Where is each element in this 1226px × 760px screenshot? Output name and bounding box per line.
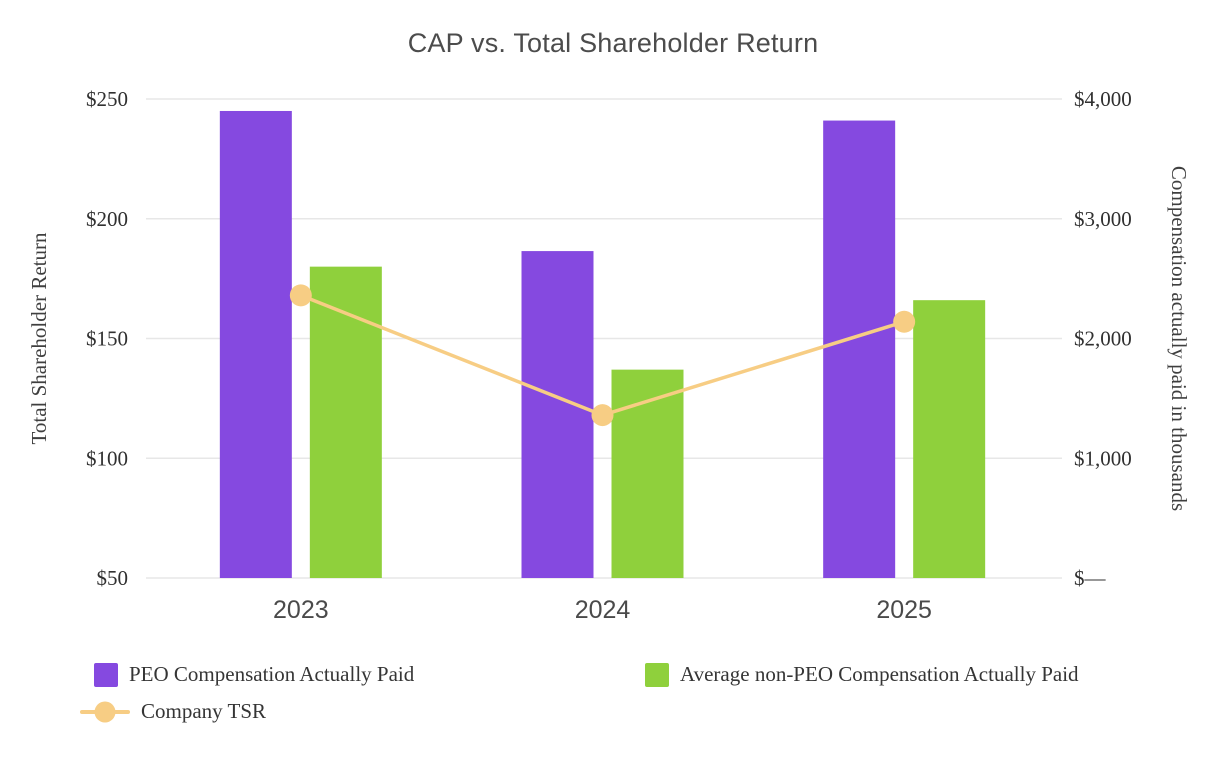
legend-label-peo-cap: PEO Compensation Actually Paid <box>129 662 415 686</box>
bar-nonpeo-cap-2023[interactable] <box>309 266 382 578</box>
bar-nonpeo-cap-2024[interactable] <box>611 369 684 578</box>
right-axis-tick-label: $3,000 <box>1074 207 1132 231</box>
left-axis-tick-label: $250 <box>86 87 128 111</box>
company-tsr-marker-icon <box>94 701 116 722</box>
left-axis-tick-label: $200 <box>86 207 128 231</box>
bar-peo-cap-2025[interactable] <box>823 120 896 579</box>
company-tsr-point-2023[interactable] <box>289 284 312 307</box>
right-axis-tick-label: $2,000 <box>1074 327 1132 351</box>
right-axis-tick-label: $— <box>1074 566 1107 590</box>
company-tsr-line <box>300 293 905 417</box>
right-axis-tick-label: $1,000 <box>1074 446 1132 470</box>
chart-title: CAP vs. Total Shareholder Return <box>407 28 819 58</box>
x-axis-label-2025: 2025 <box>876 596 932 624</box>
nonpeo-cap-swatch <box>645 662 669 687</box>
bar-peo-cap-2024[interactable] <box>521 251 594 578</box>
left-axis-tick-label: $100 <box>86 446 128 470</box>
legend-label-company-tsr: Company TSR <box>141 699 267 723</box>
chart-plot-area: $50 $100 $150 $200 $250 $— $1,000 $2,000 $3,000 $… <box>27 87 1191 624</box>
company-tsr-point-2025[interactable] <box>893 310 916 333</box>
peo-cap-swatch <box>94 662 118 687</box>
x-axis-label-2024: 2024 <box>575 596 631 624</box>
legend-item-company-tsr[interactable]: Company TSR <box>80 699 266 724</box>
bar-peo-cap-2023[interactable] <box>219 110 292 578</box>
legend-label-nonpeo-cap: Average non-PEO Compensation Actually Pa… <box>680 662 1079 686</box>
company-tsr-point-2024[interactable] <box>591 404 614 427</box>
left-axis-tick-label: $50 <box>97 566 129 590</box>
bar-nonpeo-cap-2025[interactable] <box>913 300 986 578</box>
left-axis-tick-label: $150 <box>86 327 128 351</box>
legend-item-peo-cap[interactable]: PEO Compensation Actually Paid <box>94 662 414 687</box>
right-axis-title: Compensation actually paid in thousands <box>1167 166 1191 511</box>
x-axis-label-2023: 2023 <box>273 596 329 624</box>
right-axis-tick-label: $4,000 <box>1074 87 1132 111</box>
legend-item-nonpeo-cap[interactable]: Average non-PEO Compensation Actually Pa… <box>645 662 1079 687</box>
company-tsr-line-swatch <box>80 701 130 722</box>
left-axis-title: Total Shareholder Return <box>27 232 51 444</box>
